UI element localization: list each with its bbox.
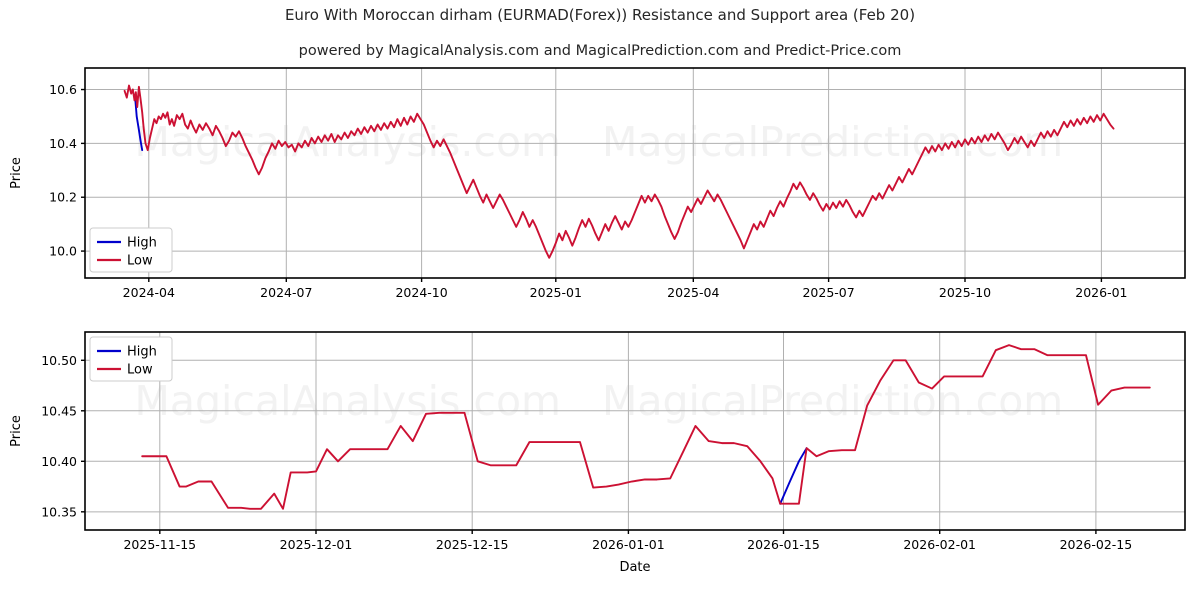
page-title: Euro With Moroccan dirham (EURMAD(Forex)… — [284, 6, 916, 24]
series-line-low — [141, 344, 1151, 510]
watermark-left: MagicalAnalysis.com — [135, 377, 562, 425]
y-tick-label: 10.45 — [41, 403, 77, 418]
series-line-high — [134, 95, 144, 152]
y-tick-label: 10.50 — [41, 353, 77, 368]
y-tick-label: 10.0 — [49, 244, 77, 259]
x-tick-label: 2024-10 — [395, 285, 447, 300]
x-tick-label: 2025-12-15 — [436, 537, 509, 552]
lower-price-chart: MagicalAnalysis.com MagicalPrediction.com… — [9, 331, 1186, 575]
y-tick-label: 10.4 — [49, 136, 77, 151]
x-tick-label: 2026-01-15 — [747, 537, 820, 552]
x-tick-label: 2026-01 — [1075, 285, 1127, 300]
y-tick-label: 10.6 — [49, 82, 77, 97]
upper-price-chart: MagicalAnalysis.com MagicalPrediction.com… — [9, 67, 1186, 300]
x-tick-label: 2025-01 — [530, 285, 582, 300]
legend-label-high: High — [127, 236, 157, 251]
x-tick-label: 2026-02-01 — [903, 537, 976, 552]
y-tick-label: 10.40 — [41, 454, 77, 469]
page-subtitle: powered by MagicalAnalysis.com and Magic… — [298, 43, 902, 59]
plot-frame — [84, 331, 1186, 531]
y-tick-label: 10.2 — [49, 190, 77, 205]
x-tick-label: 2025-07 — [802, 285, 854, 300]
watermark-right: MagicalPrediction.com — [602, 377, 1063, 425]
x-tick-label: 2025-10 — [939, 285, 991, 300]
y-axis-label: Price — [9, 157, 24, 189]
x-tick-label: 2025-04 — [667, 285, 719, 300]
legend-label-low: Low — [127, 254, 153, 269]
x-tick-label: 2024-07 — [260, 285, 312, 300]
watermark-left: MagicalAnalysis.com — [135, 118, 562, 166]
x-tick-label: 2025-11-15 — [123, 537, 196, 552]
series-line-high — [779, 447, 808, 505]
chart-legend: High Low — [89, 336, 173, 382]
y-axis-label: Price — [9, 415, 24, 447]
chart-legend: High Low — [89, 227, 173, 273]
legend-label-high: High — [127, 345, 157, 360]
watermark-right: MagicalPrediction.com — [602, 118, 1063, 166]
x-tick-label: 2025-12-01 — [280, 537, 353, 552]
plot-frame — [84, 67, 1186, 279]
x-tick-label: 2026-01-01 — [592, 537, 665, 552]
series-line-low — [123, 84, 1115, 259]
x-tick-label: 2024-04 — [123, 285, 175, 300]
legend-label-low: Low — [127, 363, 153, 378]
y-tick-label: 10.35 — [41, 504, 77, 519]
x-tick-label: 2026-02-15 — [1060, 537, 1133, 552]
x-axis-label: Date — [619, 560, 650, 575]
